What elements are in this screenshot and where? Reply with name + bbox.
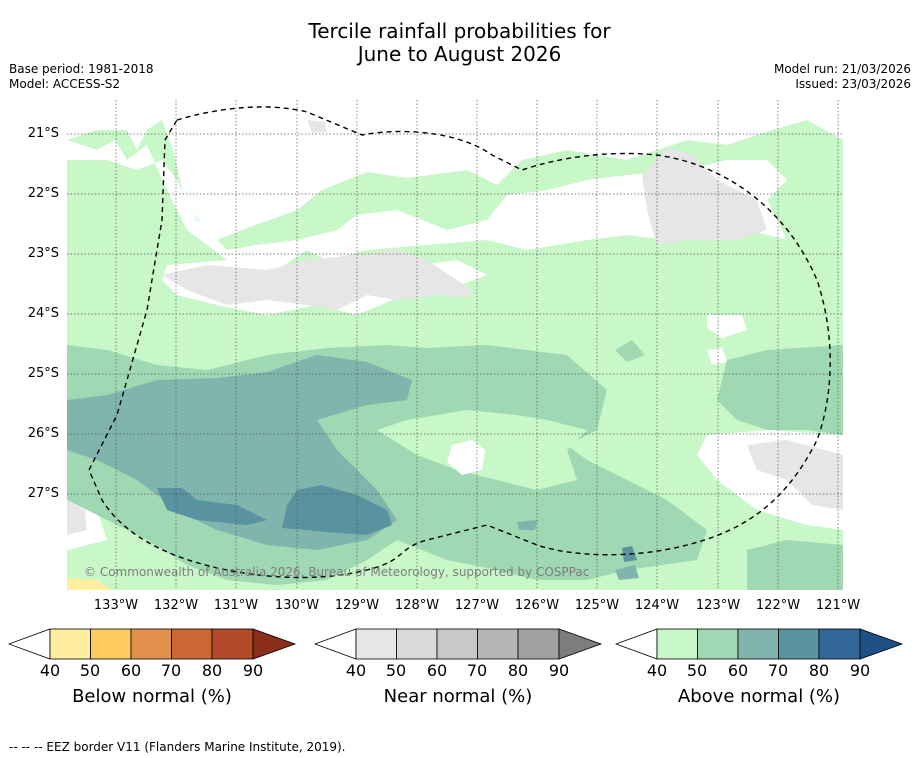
colorbar-segment: [8, 628, 51, 660]
title-line-2: June to August 2026: [357, 42, 562, 66]
lon-label: 125°W: [574, 598, 620, 613]
colorbar-segment: [252, 628, 297, 660]
colorbar-segment: [90, 628, 132, 660]
above-normal-60-patch: [615, 340, 645, 362]
lon-label: 131°W: [213, 598, 259, 613]
lat-label: 23°S: [27, 246, 59, 261]
colorbar-segment: [697, 628, 739, 660]
colorbar-segment: [859, 628, 904, 660]
tick-label: 40: [39, 661, 61, 680]
colorbar-segment: [171, 628, 213, 660]
tick-label: 90: [849, 661, 871, 680]
tick-label: 70: [160, 661, 182, 680]
colorbar-segment: [49, 628, 91, 660]
colorbar-segment: [396, 628, 438, 660]
meta-right: Model run: 21/03/2026 Issued: 23/03/2026: [774, 62, 911, 92]
colorbar-near-label: Near normal (%): [383, 686, 533, 707]
tick-label: 40: [345, 661, 367, 680]
near-normal-area-west: [162, 250, 472, 310]
lon-label: 126°W: [514, 598, 560, 613]
colorbar-segment: [558, 628, 603, 660]
colorbar-segment: [211, 628, 254, 660]
above-normal-80-area-west: [157, 488, 267, 525]
lon-label: 129°W: [334, 598, 380, 613]
colorbar-segment: [314, 628, 357, 660]
lon-label: 122°W: [755, 598, 801, 613]
tick-label: 60: [426, 661, 448, 680]
colorbar-segment: [355, 628, 397, 660]
lat-label: 26°S: [27, 426, 59, 441]
near-normal-area-east: [747, 440, 843, 510]
lon-label: 133°W: [93, 598, 139, 613]
lon-label: 132°W: [153, 598, 199, 613]
tick-label: 90: [242, 661, 264, 680]
map-gridlines: [67, 100, 843, 590]
issued-date: Issued: 23/03/2026: [795, 77, 911, 91]
colorbar-segment: [130, 628, 172, 660]
near-normal-patch: [307, 120, 327, 133]
tick-label: 80: [201, 661, 223, 680]
map-title: Tercile rainfall probabilities for June …: [0, 20, 919, 66]
colorbar-segment: [818, 628, 861, 660]
colorbar-segment: [436, 628, 478, 660]
eez-footnote: -- -- -- EEZ border V11 (Flanders Marine…: [9, 740, 346, 754]
lon-label: 123°W: [695, 598, 741, 613]
above-normal-60-area-east: [717, 345, 843, 435]
colorbar-segment: [517, 628, 560, 660]
model-name: Model: ACCESS-S2: [9, 77, 121, 91]
low-prob-area-central: [67, 140, 787, 270]
colorbar-segment: [615, 628, 658, 660]
lat-label: 25°S: [27, 366, 59, 381]
tick-label: 60: [727, 661, 749, 680]
above-normal-60-area-southeast: [747, 540, 843, 590]
colorbar-above-label: Above normal (%): [677, 686, 841, 707]
colorbar-segment: [656, 628, 698, 660]
lon-label: 124°W: [634, 598, 680, 613]
model-run: Model run: 21/03/2026: [773, 62, 911, 76]
colorbar-below-normal: [8, 628, 297, 660]
above-normal-70-patch-2: [517, 520, 537, 530]
rainfall-probability-map: [67, 100, 843, 590]
lat-label: 21°S: [27, 126, 59, 141]
title-line-1: Tercile rainfall probabilities for: [308, 19, 611, 43]
base-period: Base period: 1981-2018: [9, 62, 154, 76]
colorbar-segment: [737, 628, 779, 660]
tick-label: 50: [79, 661, 101, 680]
meta-left: Base period: 1981-2018 Model: ACCESS-S2: [9, 62, 154, 92]
colorbar-below-label: Below normal (%): [72, 686, 232, 707]
lon-label: 128°W: [394, 598, 440, 613]
colorbar-near-normal: [314, 628, 603, 660]
tick-label: 60: [120, 661, 142, 680]
lon-label: 127°W: [454, 598, 500, 613]
lat-label: 24°S: [27, 306, 59, 321]
near-normal-area-northeast: [642, 148, 767, 245]
above-normal-80-area-central: [282, 485, 392, 535]
tick-label: 70: [466, 661, 488, 680]
eez-border: [88, 106, 831, 579]
tick-label: 80: [808, 661, 830, 680]
colorbar-segment: [778, 628, 820, 660]
near-normal-area-south: [67, 500, 87, 535]
low-prob-ring: [447, 440, 485, 475]
lon-label: 130°W: [274, 598, 320, 613]
below-normal-50-patch: [67, 578, 112, 590]
tick-label: 90: [548, 661, 570, 680]
tick-label: 50: [385, 661, 407, 680]
lat-label: 22°S: [27, 186, 59, 201]
copyright-notice: © Commonwealth of Australia 2026, Bureau…: [84, 565, 590, 579]
low-prob-area-north: [67, 100, 843, 240]
lat-label: 27°S: [27, 486, 59, 501]
colorbar-above-normal: [615, 628, 904, 660]
tick-label: 40: [646, 661, 668, 680]
above-normal-70-patch: [615, 565, 639, 580]
tick-label: 50: [686, 661, 708, 680]
tick-label: 80: [507, 661, 529, 680]
colorbar-segment: [477, 628, 519, 660]
low-prob-patch-1: [707, 315, 747, 338]
lon-label: 121°W: [815, 598, 861, 613]
tick-label: 70: [767, 661, 789, 680]
low-prob-patch-2: [707, 348, 727, 365]
